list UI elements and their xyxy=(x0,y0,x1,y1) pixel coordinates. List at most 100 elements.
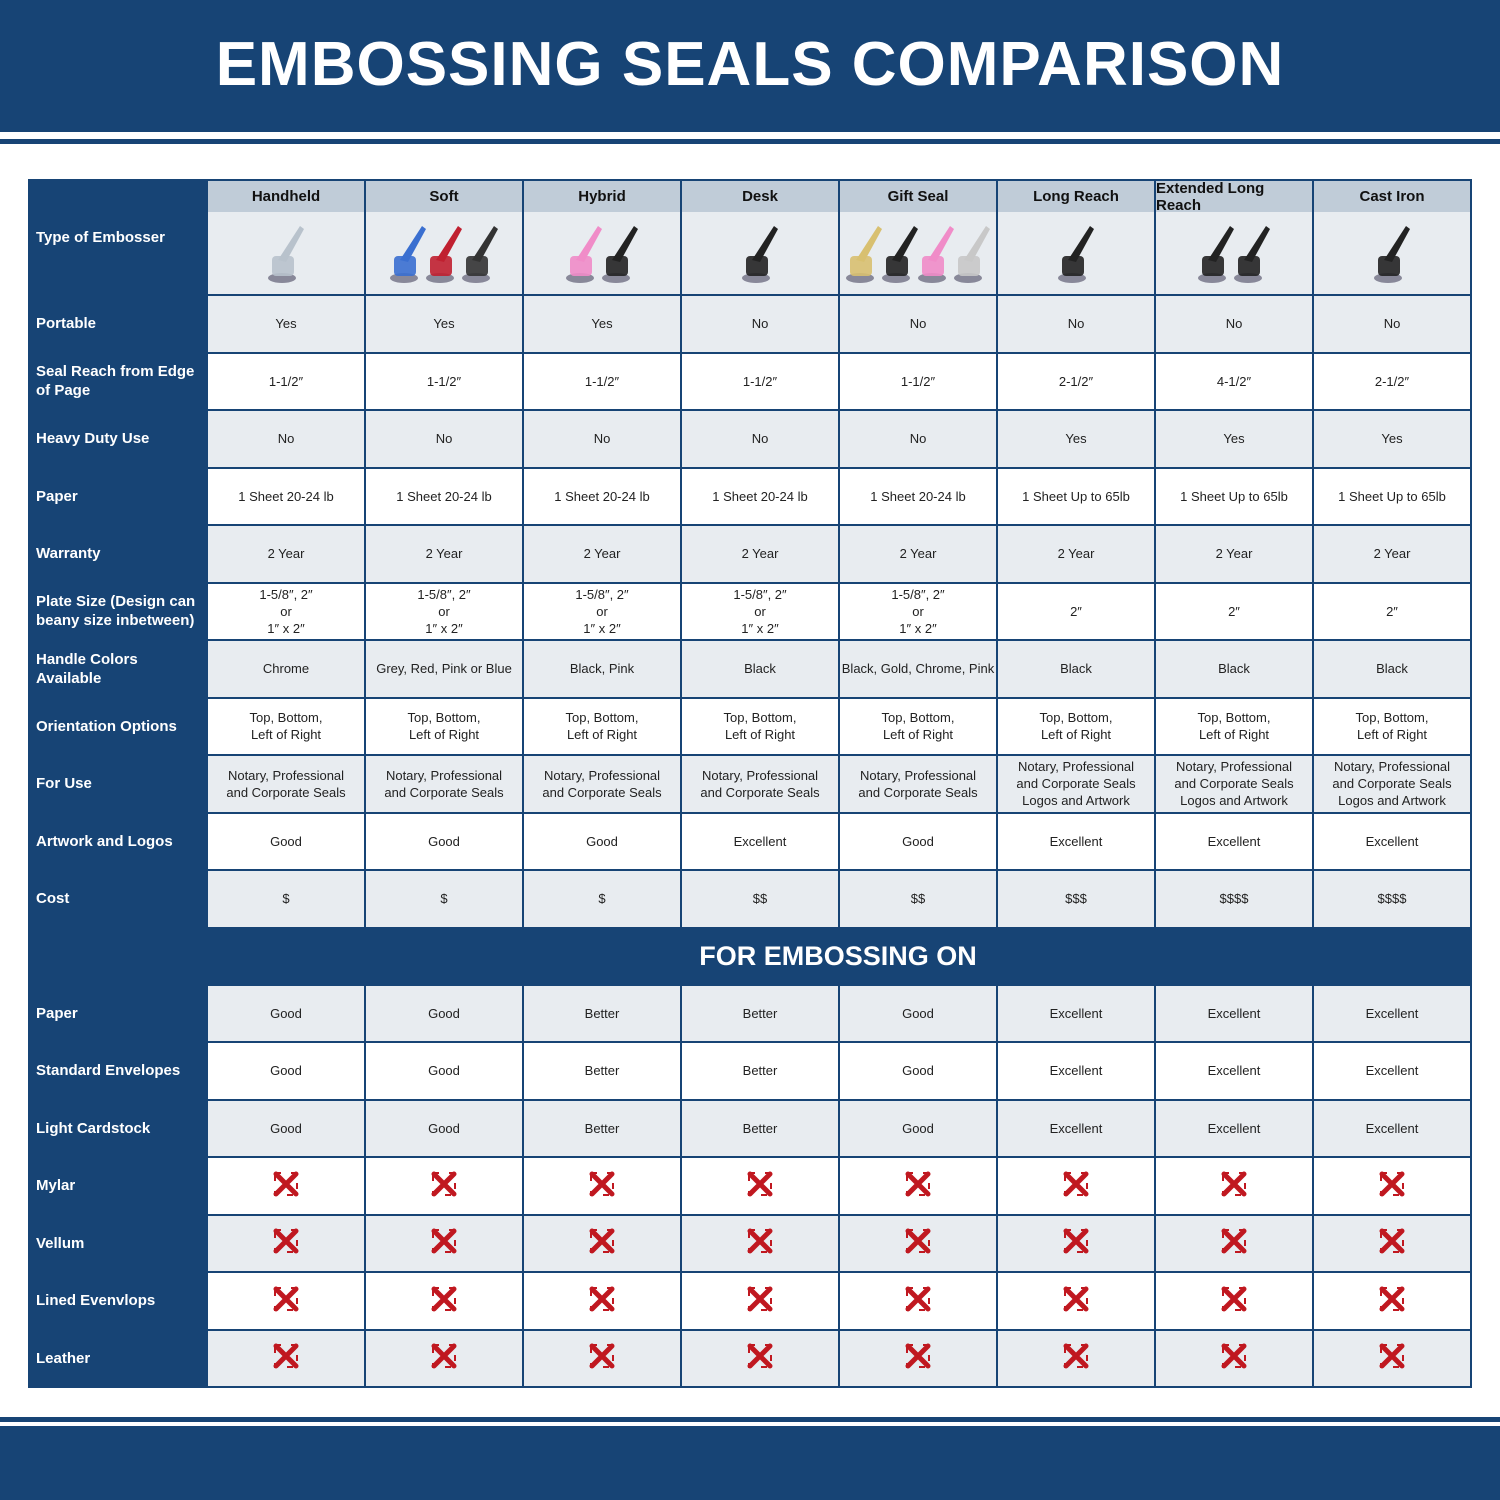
column-name: Gift Seal xyxy=(840,181,996,212)
not-supported-icon xyxy=(747,1228,773,1258)
cell-text: 1 Sheet Up to 65lb xyxy=(1338,488,1446,504)
column-header: Extended Long Reach xyxy=(1156,180,1312,294)
column-header: Cast Iron xyxy=(1314,181,1470,294)
table-cell: 2 Year xyxy=(366,526,522,582)
cell-text: Excellent xyxy=(1207,1005,1261,1021)
cell-text: Black xyxy=(744,661,776,677)
cell-text: 1″ x 2″ xyxy=(425,620,463,636)
table-cell xyxy=(1314,1330,1470,1386)
cell-text: Left of Right xyxy=(566,727,638,743)
table-cell: Good xyxy=(208,985,364,1041)
not-supported-icon xyxy=(905,1228,931,1258)
table-cell: 2 Year xyxy=(1314,526,1470,582)
table-cell xyxy=(998,1158,1154,1214)
column-name: Cast Iron xyxy=(1314,181,1470,212)
table-cell: $$ xyxy=(682,871,838,927)
table-cell: Excellent xyxy=(998,813,1154,869)
table-cell: Black xyxy=(682,641,838,697)
cell-text: Left of Right xyxy=(1198,727,1270,743)
not-supported-icon xyxy=(273,1286,299,1316)
table-cell: Better xyxy=(682,1043,838,1099)
table-cell: Excellent xyxy=(1156,813,1312,869)
cell-text: 2″ xyxy=(1070,603,1082,619)
cell-text: Good xyxy=(902,833,934,849)
cell-text: 2 Year xyxy=(583,546,621,562)
table-cell xyxy=(1156,1158,1312,1214)
table-cell: Good xyxy=(840,1043,996,1099)
table-cell: Top, Bottom, Left of Right xyxy=(840,698,996,754)
table-cell xyxy=(1314,1158,1470,1214)
cell-text: Better xyxy=(742,1063,778,1079)
cell-text: Top, Bottom, xyxy=(1039,710,1113,726)
table-cell xyxy=(682,1158,838,1214)
table-cell xyxy=(524,1330,680,1386)
not-supported-icon xyxy=(589,1171,615,1201)
table-cell: Excellent xyxy=(682,813,838,869)
table-cell: Yes xyxy=(208,296,364,352)
cell-text: Top, Bottom, xyxy=(565,710,639,726)
cell-text: Top, Bottom, xyxy=(881,710,955,726)
cell-text: 1-1/2″ xyxy=(426,373,462,389)
not-supported-icon xyxy=(747,1343,773,1373)
table-cell: Black, Pink xyxy=(524,641,680,697)
cell-text: Notary, Professional xyxy=(859,767,977,783)
table-cell: $$$$ xyxy=(1314,871,1470,927)
not-supported-icon xyxy=(273,1171,299,1201)
table-cell xyxy=(208,1273,364,1329)
table-cell: $ xyxy=(208,871,364,927)
table-cell xyxy=(208,1215,364,1271)
table-cell: Notary, Professional and Corporate Seals L… xyxy=(1156,756,1312,812)
table-cell: Grey, Red, Pink or Blue xyxy=(366,641,522,697)
cell-text: 1 Sheet Up to 65lb xyxy=(1022,488,1130,504)
row-label: Orientation Options xyxy=(30,698,206,754)
table-cell xyxy=(840,1330,996,1386)
table-cell: Top, Bottom, Left of Right xyxy=(1156,698,1312,754)
cell-text: Left of Right xyxy=(724,727,796,743)
cell-text: Left of Right xyxy=(1040,727,1112,743)
column-header: Hybrid xyxy=(524,181,680,294)
cell-text: $$$$ xyxy=(1377,891,1407,907)
row-label: Plate Size (Design can beany size inbetw… xyxy=(30,583,206,639)
cell-text: Excellent xyxy=(1365,1120,1419,1136)
cell-text: Excellent xyxy=(1365,833,1419,849)
table-cell: 1-1/2″ xyxy=(366,353,522,409)
cell-text: 2 Year xyxy=(425,546,463,562)
cell-text: Excellent xyxy=(1365,1005,1419,1021)
table-cell: Better xyxy=(524,1100,680,1156)
not-supported-icon xyxy=(1221,1228,1247,1258)
cell-text: 2 Year xyxy=(899,546,937,562)
cell-text: Good xyxy=(270,1005,302,1021)
cell-text: Excellent xyxy=(1207,1120,1261,1136)
table-cell: Top, Bottom, Left of Right xyxy=(682,698,838,754)
table-cell xyxy=(366,1330,522,1386)
cell-text: Better xyxy=(584,1120,620,1136)
cell-text: 2 Year xyxy=(1373,546,1411,562)
cell-text: $$$$ xyxy=(1219,891,1249,907)
table-cell: 1-5/8″, 2″ or 1″ x 2″ xyxy=(682,583,838,639)
not-supported-icon xyxy=(1221,1286,1247,1316)
table-cell: Black xyxy=(1156,641,1312,697)
section-header: FOR EMBOSSING ON xyxy=(30,928,1470,984)
row-label: Portable xyxy=(30,296,206,352)
table-cell: 2 Year xyxy=(682,526,838,582)
table-cell: Good xyxy=(366,813,522,869)
cell-text: and Corporate Seals xyxy=(1332,776,1452,792)
table-cell: No xyxy=(840,411,996,467)
table-cell: Better xyxy=(524,1043,680,1099)
row-label: Handle Colors Available xyxy=(30,641,206,697)
table-cell: Good xyxy=(208,813,364,869)
table-cell: 2 Year xyxy=(840,526,996,582)
table-cell: Black xyxy=(998,641,1154,697)
table-cell: 1 Sheet 20-24 lb xyxy=(208,468,364,524)
not-supported-icon xyxy=(1063,1286,1089,1316)
table-cell: $ xyxy=(524,871,680,927)
cell-text: 2 Year xyxy=(1057,546,1095,562)
cell-text: 1″ x 2″ xyxy=(741,620,779,636)
row-label: Lined Evenvlops xyxy=(30,1273,206,1329)
cell-text: $ xyxy=(282,891,290,907)
cell-text: or xyxy=(280,603,292,619)
cell-text: 1-1/2″ xyxy=(268,373,304,389)
cell-text: Yes xyxy=(1065,431,1087,447)
cell-text: Grey, Red, Pink or Blue xyxy=(376,661,512,677)
row-label: Leather xyxy=(30,1330,206,1386)
